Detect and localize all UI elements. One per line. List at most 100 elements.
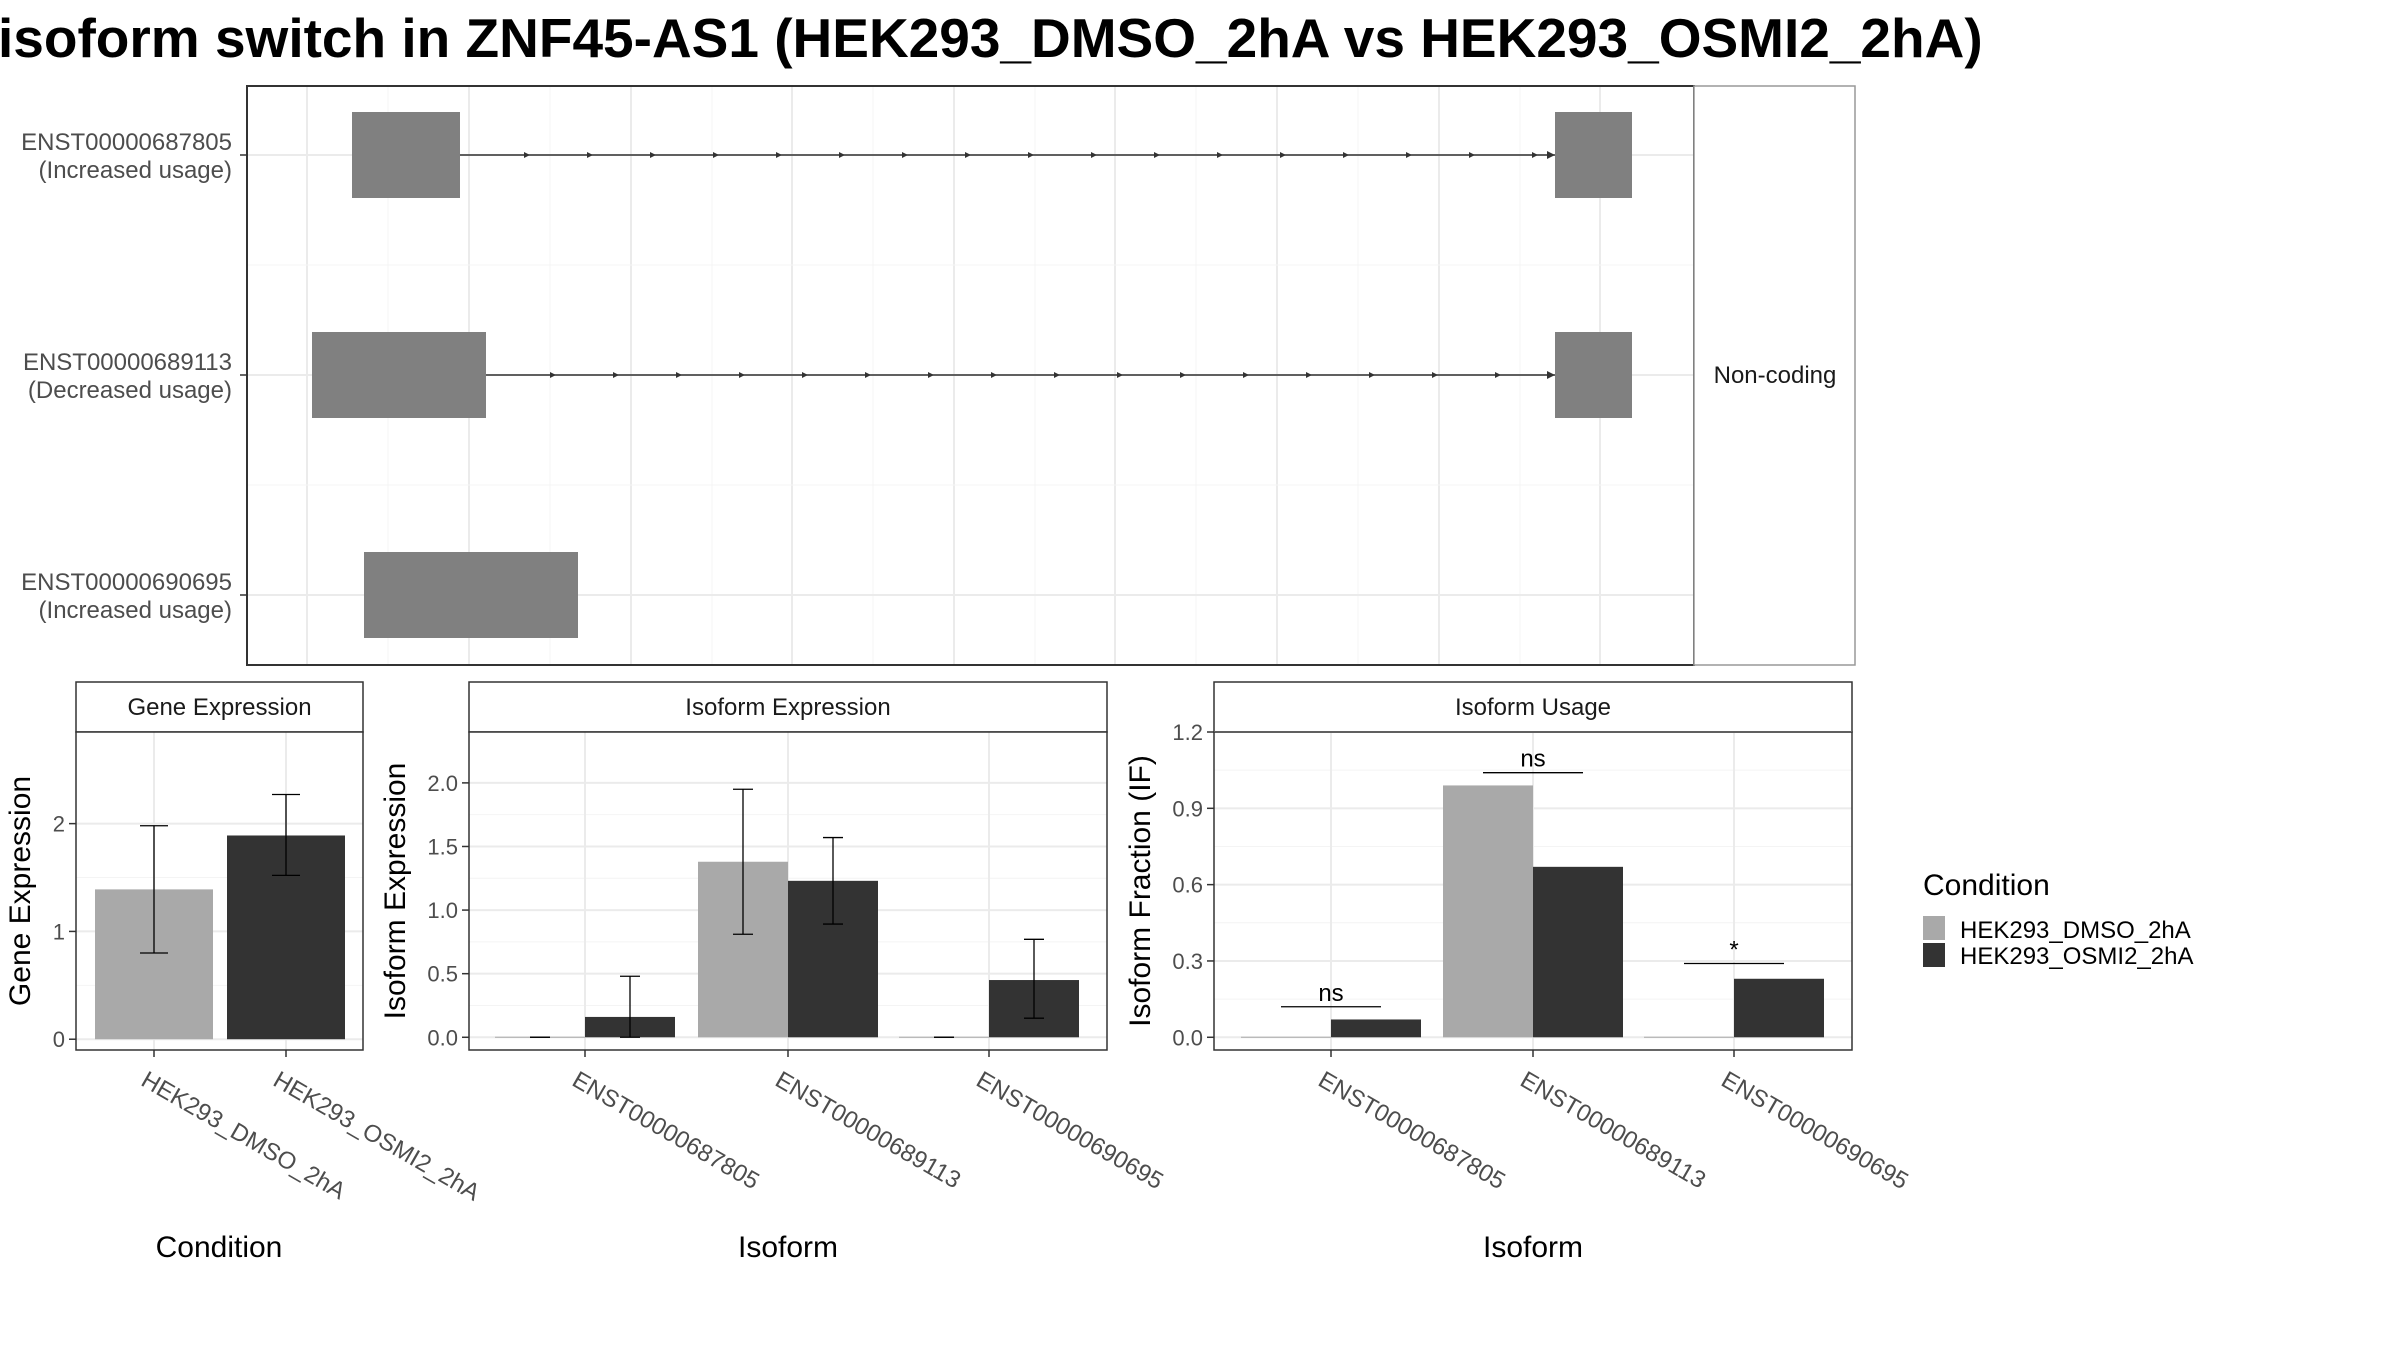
intron-arrow bbox=[776, 152, 782, 158]
panel-strip-title: Isoform Expression bbox=[685, 694, 890, 721]
panel-strip-title: Gene Expression bbox=[127, 694, 311, 721]
transcript-usage-label: (Increased usage) bbox=[39, 157, 232, 184]
y-tick-label: 0.6 bbox=[1172, 873, 1203, 898]
exon-box bbox=[1555, 112, 1632, 198]
y-tick-label: 1.5 bbox=[427, 834, 458, 859]
intron-arrow bbox=[713, 152, 719, 158]
intron-arrow bbox=[865, 372, 871, 378]
y-tick-label: 0.0 bbox=[1172, 1025, 1203, 1050]
intron-arrow bbox=[1154, 152, 1160, 158]
intron-arrow bbox=[1243, 372, 1249, 378]
intron-arrow bbox=[1091, 152, 1097, 158]
intron-arrow bbox=[1180, 372, 1186, 378]
intron-arrow bbox=[1432, 372, 1438, 378]
significance-label: ns bbox=[1318, 980, 1343, 1007]
y-tick-label: 0.0 bbox=[427, 1025, 458, 1050]
intron-arrow bbox=[839, 152, 845, 158]
intron-arrow bbox=[1028, 152, 1034, 158]
x-tick-label: HEK293_OSMI2_2hA bbox=[269, 1066, 485, 1206]
intron-arrow bbox=[1532, 152, 1538, 158]
x-axis-title: Condition bbox=[156, 1231, 283, 1264]
y-axis-title: Isoform Fraction (IF) bbox=[1124, 755, 1157, 1027]
panel-strip-title: Isoform Usage bbox=[1455, 694, 1611, 721]
isoform-expression-panel: Isoform Expression 0.0 0.5 1.0 1.5 2.0 ENST000… bbox=[379, 681, 1168, 1264]
intron-arrow bbox=[928, 372, 934, 378]
y-tick-label: 0.3 bbox=[1172, 949, 1203, 974]
y-tick-label: 0.9 bbox=[1172, 796, 1203, 821]
intron-arrow bbox=[802, 372, 808, 378]
x-axis-title: Isoform bbox=[1483, 1231, 1583, 1264]
legend-title: Condition bbox=[1923, 869, 2050, 902]
exon-box bbox=[364, 552, 578, 638]
transcript-id-label: ENST00000690695 bbox=[21, 569, 232, 596]
y-axis-title: Isoform Expression bbox=[379, 763, 412, 1020]
panel-strip bbox=[75, 681, 364, 733]
x-tick-label: ENST00000689113 bbox=[1516, 1066, 1711, 1194]
structure-strip-label: Non-coding bbox=[1714, 362, 1837, 389]
exon-box bbox=[312, 332, 486, 418]
intron-arrow bbox=[613, 372, 619, 378]
x-axis-title: Isoform bbox=[738, 1231, 838, 1264]
bar bbox=[1734, 978, 1824, 1038]
transcript-structure-panel: Non-coding ENST00000687805(Increased usa… bbox=[21, 85, 1856, 666]
intron-arrow bbox=[587, 152, 593, 158]
legend: Condition HEK293_DMSO_2hA HEK293_OSMI2_2… bbox=[1923, 869, 2193, 970]
intron-arrow bbox=[1054, 372, 1060, 378]
panel-strip bbox=[468, 681, 1108, 733]
intron-arrow bbox=[1469, 152, 1475, 158]
structure-strip bbox=[1693, 85, 1856, 666]
panel-strip bbox=[1213, 681, 1853, 733]
isoform-usage-panel: Isoform Usage ns ns * 0.0 0.3 0.6 0.9 1.2 ENST000… bbox=[1124, 681, 1913, 1264]
significance-label: ns bbox=[1520, 746, 1545, 773]
intron-arrow bbox=[739, 372, 745, 378]
figure-title: isoform switch in ZNF45-AS1 (HEK293_DMSO… bbox=[0, 7, 1983, 69]
x-tick-label: ENST00000690695 bbox=[972, 1066, 1168, 1195]
intron-arrow bbox=[1306, 372, 1312, 378]
significance-label: * bbox=[1729, 937, 1738, 964]
transcript-id-label: ENST00000687805 bbox=[21, 129, 232, 156]
intron-arrow bbox=[676, 372, 682, 378]
intron-arrow bbox=[1343, 152, 1349, 158]
intron-arrow bbox=[524, 152, 530, 158]
intron-arrow bbox=[650, 152, 656, 158]
intron-arrow bbox=[1217, 152, 1223, 158]
y-tick-label: 1.2 bbox=[1172, 720, 1203, 745]
y-tick-label: 1 bbox=[53, 919, 65, 944]
x-tick-label: ENST00000687805 bbox=[568, 1066, 764, 1195]
legend-label-osmi: HEK293_OSMI2_2hA bbox=[1960, 943, 2193, 970]
intron-arrow bbox=[1547, 371, 1555, 379]
transcript-usage-label: (Decreased usage) bbox=[28, 377, 232, 404]
x-tick-label: ENST00000689113 bbox=[771, 1066, 966, 1194]
y-tick-label: 0 bbox=[53, 1027, 65, 1052]
legend-swatch-osmi bbox=[1923, 943, 1945, 967]
y-tick-label: 2 bbox=[53, 812, 65, 837]
intron-arrow bbox=[1495, 372, 1501, 378]
y-axis-title: Gene Expression bbox=[4, 776, 37, 1006]
transcript-usage-label: (Increased usage) bbox=[39, 597, 232, 624]
intron-arrow bbox=[1280, 152, 1286, 158]
intron-arrow bbox=[1369, 372, 1375, 378]
panel-border bbox=[75, 731, 364, 1051]
bar bbox=[1443, 785, 1533, 1038]
bar bbox=[1533, 866, 1623, 1038]
intron-arrow bbox=[1117, 372, 1123, 378]
exon-box bbox=[1555, 332, 1632, 418]
y-tick-label: 0.5 bbox=[427, 962, 458, 987]
transcript-id-label: ENST00000689113 bbox=[23, 349, 232, 376]
intron-arrow bbox=[991, 372, 997, 378]
x-tick-label: ENST00000687805 bbox=[1314, 1066, 1510, 1195]
intron-arrow bbox=[1406, 152, 1412, 158]
legend-label-dmso: HEK293_DMSO_2hA bbox=[1960, 917, 2191, 944]
intron-arrow bbox=[902, 152, 908, 158]
bar bbox=[1331, 1019, 1421, 1038]
intron-arrow bbox=[1547, 151, 1555, 159]
intron-arrow bbox=[550, 372, 556, 378]
intron-arrow bbox=[965, 152, 971, 158]
y-tick-label: 2.0 bbox=[427, 771, 458, 796]
legend-swatch-dmso bbox=[1923, 916, 1945, 940]
gene-expression-panel: Gene Expression012HEK293_DMSO_2hAHEK293_… bbox=[4, 681, 485, 1264]
exon-box bbox=[352, 112, 460, 198]
x-tick-label: ENST00000690695 bbox=[1717, 1066, 1913, 1195]
y-tick-label: 1.0 bbox=[427, 898, 458, 923]
